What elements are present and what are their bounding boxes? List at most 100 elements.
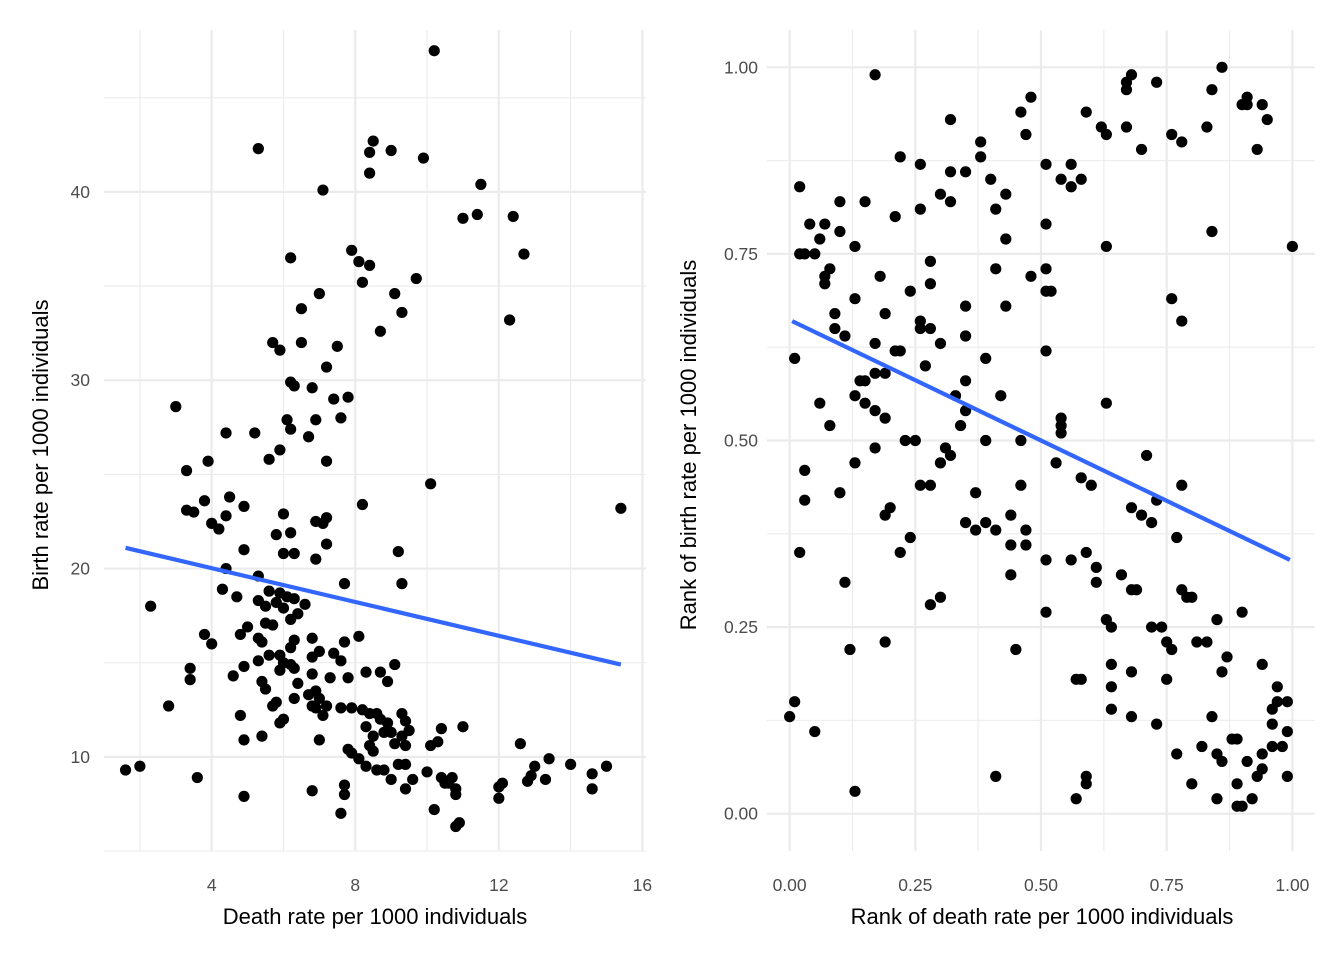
right-data-point	[879, 412, 891, 424]
right-data-point	[980, 434, 992, 447]
left-regression-line	[125, 545, 622, 667]
right-data-point	[849, 785, 861, 797]
right-data-point	[1166, 128, 1178, 141]
left-data-point	[435, 723, 448, 735]
left-data-point	[389, 738, 401, 750]
left-data-point	[216, 583, 229, 595]
left-panel: 4 8 12 16 10 20 30 40 Death rate per 1000 indi…	[28, 30, 652, 929]
left-data-point	[428, 803, 440, 816]
left-data-point	[389, 658, 401, 671]
left-data-point	[600, 760, 613, 772]
right-data-point	[879, 636, 891, 648]
left-data-point	[342, 672, 354, 684]
right-data-point	[1065, 181, 1077, 193]
right-data-point	[859, 397, 871, 409]
right-data-point	[1206, 711, 1218, 723]
right-data-point	[1065, 158, 1077, 170]
right-data-point	[784, 711, 796, 723]
right-data-point	[1221, 651, 1233, 663]
right-data-point	[894, 546, 906, 559]
right-data-point	[1241, 755, 1253, 768]
left-data-point	[360, 721, 372, 733]
right-data-point	[1186, 591, 1198, 603]
left-data-point	[213, 523, 225, 535]
right-data-point	[995, 390, 1007, 402]
right-data-point	[799, 248, 811, 260]
left-data-point	[331, 340, 343, 352]
left-data-point	[170, 401, 182, 413]
right-data-point	[944, 449, 957, 462]
left-data-point	[252, 655, 264, 667]
right-data-point	[990, 770, 1002, 782]
right-data-point	[799, 464, 811, 476]
right-data-point	[809, 725, 821, 738]
left-data-point	[220, 510, 232, 522]
right-data-point	[889, 210, 901, 223]
left-data-point	[374, 325, 386, 337]
right-data-point	[1176, 315, 1188, 327]
right-data-point	[1256, 658, 1268, 671]
right-data-point	[869, 405, 881, 417]
left-data-point	[224, 491, 236, 503]
left-data-point	[475, 178, 487, 191]
left-data-point	[586, 768, 598, 780]
right-data-point	[1251, 770, 1263, 782]
right-data-point	[975, 151, 987, 163]
left-data-point	[496, 777, 509, 789]
right-panel: 0.00 0.25 0.50 0.75 1.00 0.00 0.25 0.50 0.75 1.0…	[676, 30, 1315, 929]
right-data-point	[1005, 539, 1017, 551]
right-data-point	[1080, 778, 1092, 790]
right-data-point	[834, 487, 846, 499]
left-data-point	[256, 636, 268, 648]
left-data-point	[277, 602, 290, 614]
right-data-point	[1090, 561, 1102, 573]
right-regression-line	[791, 319, 1291, 562]
right-data-point	[1206, 225, 1218, 238]
left-data-point	[313, 734, 325, 746]
left-y-tick-label: 30	[71, 370, 91, 390]
right-data-point	[1201, 636, 1213, 648]
left-data-point	[335, 655, 347, 667]
left-y-axis-title: Birth rate per 1000 individuals	[28, 299, 53, 590]
right-data-point	[1025, 91, 1037, 103]
right-data-point	[1216, 61, 1228, 73]
right-data-point	[1105, 621, 1117, 633]
left-data-point	[277, 508, 290, 520]
right-data-point	[1206, 84, 1218, 96]
right-data-point	[934, 188, 947, 200]
left-data-point	[277, 713, 290, 725]
left-data-point	[285, 642, 297, 654]
right-data-point	[1276, 740, 1288, 753]
right-data-point	[1266, 703, 1278, 715]
left-data-point	[274, 664, 286, 676]
right-data-point	[1020, 524, 1032, 536]
right-data-point	[1080, 106, 1092, 118]
right-data-point	[1146, 517, 1158, 529]
right-x-tick-label: 0.00	[773, 875, 807, 895]
right-data-point	[1105, 658, 1117, 671]
right-data-point	[874, 270, 886, 282]
right-data-point	[1246, 793, 1258, 805]
right-data-point	[869, 69, 881, 81]
left-data-point	[425, 478, 437, 490]
left-data-point	[274, 444, 286, 456]
right-data-point	[834, 225, 846, 238]
left-data-point	[399, 739, 412, 752]
left-data-point	[385, 726, 397, 738]
left-data-point	[392, 545, 404, 558]
right-x-tick-label: 0.50	[1024, 875, 1058, 895]
left-data-point	[306, 668, 318, 680]
left-data-point	[367, 135, 379, 147]
left-data-point	[338, 578, 351, 590]
left-data-point	[310, 702, 322, 714]
right-fit-line-group	[791, 319, 1291, 562]
left-data-point	[335, 702, 347, 714]
left-data-point	[267, 336, 279, 349]
right-y-axis-title: Rank of birth rate per 1000 individuals	[676, 260, 701, 631]
left-data-point	[259, 600, 272, 612]
left-gridlines	[104, 30, 646, 852]
right-data-point	[1281, 696, 1293, 708]
right-data-point	[1135, 509, 1148, 521]
left-x-tick-label: 8	[350, 875, 360, 895]
right-data-point	[914, 322, 926, 335]
